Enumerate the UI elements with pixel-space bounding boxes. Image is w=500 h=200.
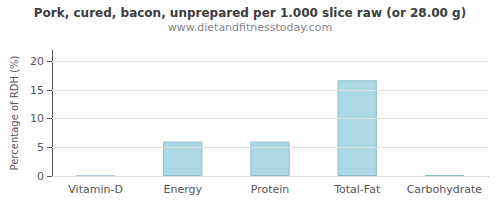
svg-text:20: 20 (30, 55, 44, 68)
svg-text:www.dietandfitnesstoday.com: www.dietandfitnesstoday.com (168, 21, 332, 34)
svg-text:Percentage of RDH (%): Percentage of RDH (%) (9, 55, 20, 170)
svg-text:Vitamin-D: Vitamin-D (68, 183, 123, 196)
svg-text:Total-Fat: Total-Fat (333, 183, 381, 196)
svg-text:Carbohydrate: Carbohydrate (407, 183, 483, 196)
svg-text:5: 5 (37, 141, 44, 154)
svg-text:Pork, cured, bacon, unprepared: Pork, cured, bacon, unprepared per 1.000… (34, 6, 466, 20)
svg-text:Energy: Energy (164, 183, 203, 196)
svg-text:10: 10 (30, 112, 44, 125)
svg-text:0: 0 (37, 170, 44, 183)
svg-text:15: 15 (30, 84, 44, 97)
svg-text:Protein: Protein (251, 183, 290, 196)
